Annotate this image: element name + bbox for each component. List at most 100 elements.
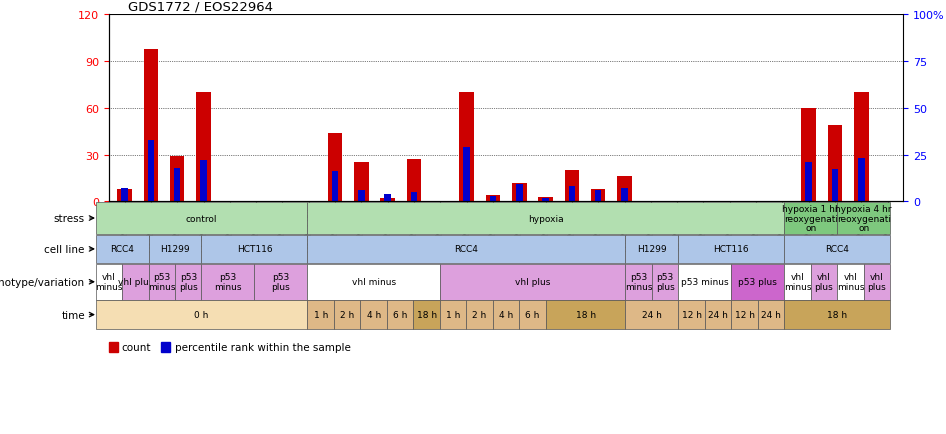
Text: H1299: H1299	[160, 245, 190, 254]
Text: vhl plus: vhl plus	[515, 278, 551, 286]
Bar	[407, 160, 421, 202]
Bar	[144, 49, 158, 202]
Bar	[538, 197, 552, 202]
FancyBboxPatch shape	[678, 235, 784, 263]
Text: RCC4: RCC4	[825, 245, 850, 254]
FancyBboxPatch shape	[784, 301, 890, 329]
Bar	[832, 170, 838, 202]
Bar	[328, 133, 342, 202]
FancyBboxPatch shape	[519, 301, 546, 329]
Bar	[354, 163, 369, 202]
FancyBboxPatch shape	[625, 301, 678, 329]
Text: count: count	[122, 342, 151, 352]
Bar	[121, 189, 128, 202]
Text: 1 h: 1 h	[446, 310, 461, 319]
Text: control: control	[185, 214, 218, 223]
Bar	[512, 183, 527, 202]
FancyBboxPatch shape	[307, 301, 334, 329]
Bar	[516, 185, 522, 202]
Text: vhl
plus: vhl plus	[867, 273, 886, 291]
Bar	[591, 189, 605, 202]
Bar	[595, 191, 602, 202]
Text: HCT116: HCT116	[236, 245, 272, 254]
FancyBboxPatch shape	[149, 264, 175, 300]
Bar	[622, 189, 628, 202]
FancyBboxPatch shape	[493, 301, 519, 329]
FancyBboxPatch shape	[678, 301, 705, 329]
FancyBboxPatch shape	[96, 235, 149, 263]
FancyBboxPatch shape	[307, 203, 784, 234]
Bar	[359, 191, 364, 202]
Bar	[464, 148, 470, 202]
Text: HCT116: HCT116	[713, 245, 749, 254]
Text: vhl
minus: vhl minus	[836, 273, 865, 291]
Text: 6 h: 6 h	[525, 310, 540, 319]
Bar	[854, 93, 868, 202]
Bar	[174, 168, 181, 202]
FancyBboxPatch shape	[175, 264, 201, 300]
Bar	[380, 199, 394, 202]
FancyBboxPatch shape	[201, 264, 254, 300]
Bar	[411, 192, 417, 202]
FancyBboxPatch shape	[96, 264, 122, 300]
Text: p53
plus: p53 plus	[656, 273, 674, 291]
FancyBboxPatch shape	[387, 301, 413, 329]
Text: 2 h: 2 h	[340, 310, 355, 319]
FancyBboxPatch shape	[307, 235, 625, 263]
Text: 4 h: 4 h	[499, 310, 514, 319]
Bar	[384, 194, 391, 202]
FancyBboxPatch shape	[811, 264, 837, 300]
Bar	[170, 157, 184, 202]
Bar	[109, 342, 118, 352]
Text: vhl
minus: vhl minus	[783, 273, 812, 291]
Bar	[196, 93, 211, 202]
Text: stress: stress	[54, 214, 85, 224]
Bar	[490, 196, 497, 202]
FancyBboxPatch shape	[334, 301, 360, 329]
Bar	[569, 187, 575, 202]
Text: 4 h: 4 h	[366, 310, 381, 319]
Text: p53
plus: p53 plus	[179, 273, 198, 291]
FancyBboxPatch shape	[864, 264, 890, 300]
Text: vhl plus: vhl plus	[117, 278, 153, 286]
FancyBboxPatch shape	[784, 235, 890, 263]
FancyBboxPatch shape	[678, 264, 731, 300]
Text: p53
minus: p53 minus	[624, 273, 653, 291]
FancyBboxPatch shape	[837, 203, 890, 234]
Bar	[801, 108, 816, 202]
Bar	[805, 163, 812, 202]
Bar	[117, 189, 131, 202]
Text: RCC4: RCC4	[110, 245, 134, 254]
Text: cell line: cell line	[44, 244, 85, 254]
Bar	[161, 342, 170, 352]
FancyBboxPatch shape	[652, 264, 678, 300]
FancyBboxPatch shape	[731, 301, 758, 329]
FancyBboxPatch shape	[122, 264, 149, 300]
Bar	[565, 171, 579, 202]
FancyBboxPatch shape	[705, 301, 731, 329]
Text: 6 h: 6 h	[393, 310, 408, 319]
Text: GDS1772 / EOS22964: GDS1772 / EOS22964	[128, 0, 272, 13]
Text: p53
minus: p53 minus	[214, 273, 242, 291]
FancyBboxPatch shape	[546, 301, 625, 329]
Text: 18 h: 18 h	[827, 310, 848, 319]
FancyBboxPatch shape	[466, 301, 493, 329]
Text: 0 h: 0 h	[194, 310, 209, 319]
Text: 24 h: 24 h	[641, 310, 662, 319]
Text: 18 h: 18 h	[575, 310, 596, 319]
FancyBboxPatch shape	[784, 203, 837, 234]
Text: 1 h: 1 h	[313, 310, 328, 319]
Text: vhl
plus: vhl plus	[815, 273, 833, 291]
FancyBboxPatch shape	[360, 301, 387, 329]
Bar	[828, 125, 842, 202]
Text: hypoxia 1 hr
reoxygenati
on: hypoxia 1 hr reoxygenati on	[782, 204, 839, 233]
FancyBboxPatch shape	[784, 264, 811, 300]
Bar	[618, 177, 632, 202]
Text: percentile rank within the sample: percentile rank within the sample	[175, 342, 351, 352]
Bar	[460, 93, 474, 202]
Text: p53
minus: p53 minus	[148, 273, 176, 291]
FancyBboxPatch shape	[413, 301, 440, 329]
FancyBboxPatch shape	[625, 264, 652, 300]
Text: p53
plus: p53 plus	[272, 273, 290, 291]
Text: vhl minus: vhl minus	[352, 278, 395, 286]
